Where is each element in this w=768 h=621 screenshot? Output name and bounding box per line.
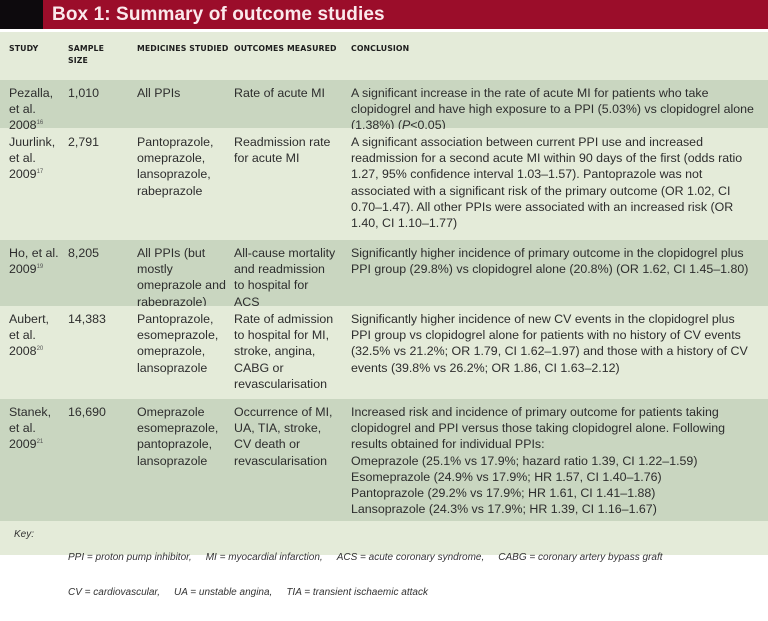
table-row: Pezalla, et al. 200816 1,010 All PPIs Ra…	[0, 80, 768, 132]
title-black-block	[0, 0, 43, 29]
study-cell: Pezalla, et al. 200816	[9, 86, 54, 133]
key-item: MI = myocardial infarction,	[205, 552, 323, 563]
outcomes-cell: Occurrence of MI, UA, TIA, stroke, CV de…	[234, 405, 333, 468]
table-row: Aubert, et al. 200820 14,383 Pantoprazol…	[0, 306, 768, 399]
key-item: PPI = proton pump inhibitor,	[68, 552, 192, 563]
key-item: TIA = transient ischaemic attack	[286, 586, 428, 598]
header-study: STUDY	[9, 44, 39, 53]
header-conclusion: CONCLUSION	[351, 44, 410, 53]
sample-size-cell: 16,690	[68, 405, 106, 419]
key-definitions: PPI = proton pump inhibitor, MI = myocard…	[68, 529, 677, 621]
header-outcomes-measured: OUTCOMES MEASURED	[234, 44, 337, 53]
box-title-bar: Box 1: Summary of outcome studies	[0, 0, 768, 29]
table-header-row: STUDY SAMPLE SIZE MEDICINES STUDIED OUTC…	[0, 32, 768, 80]
medicines-cell: Omeprazole esomeprazole, pantoprazole, l…	[137, 405, 219, 468]
reference-number: 16	[36, 120, 44, 127]
outcomes-cell: Readmission rate for acute MI	[234, 135, 331, 166]
table-row: Juurlink, et al. 200917 2,791 Pantoprazo…	[0, 129, 768, 240]
key-item: ACS = acute coronary syndrome,	[336, 552, 485, 563]
outcome-studies-table: STUDY SAMPLE SIZE MEDICINES STUDIED OUTC…	[0, 32, 768, 598]
table-row: Ho, et al. 200919 8,205 All PPIs (but mo…	[0, 240, 768, 309]
reference-number: 20	[36, 346, 44, 353]
sample-size-cell: 2,791	[68, 135, 100, 149]
conclusion-cell: Significantly higher incidence of primar…	[351, 246, 749, 277]
sample-size-cell: 1,010	[68, 86, 100, 100]
reference-number: 17	[36, 169, 44, 176]
table-key: Key: PPI = proton pump inhibitor, MI = my…	[0, 521, 768, 598]
conclusion-cell: Significantly higher incidence of new CV…	[351, 312, 748, 375]
key-label: Key:	[14, 529, 35, 540]
study-cell: Stanek, et al. 200921	[9, 405, 52, 452]
header-sample-size: SAMPLE SIZE	[68, 44, 105, 65]
box-title: Box 1: Summary of outcome studies	[43, 0, 768, 29]
table-row: Stanek, et al. 200921 16,690 Omeprazole …	[0, 399, 768, 521]
medicines-cell: All PPIs (but mostly omeprazole and rabe…	[137, 246, 226, 309]
sample-size-cell: 14,383	[68, 312, 106, 326]
study-cell: Juurlink, et al. 200917	[9, 135, 56, 182]
outcomes-cell: Rate of acute MI	[234, 86, 325, 100]
study-cell: Aubert, et al. 200820	[9, 312, 49, 359]
key-item: CABG = coronary artery bypass graft	[498, 552, 663, 563]
key-item: UA = unstable angina,	[174, 586, 273, 598]
medicines-cell: All PPIs	[137, 86, 181, 100]
outcomes-cell: All-cause mortality and readmission to h…	[234, 246, 336, 309]
medicines-cell: Pantoprazole, omeprazole, lansoprazole, …	[137, 135, 214, 198]
medicines-cell: Pantoprazole, esomeprazole, omeprazole, …	[137, 312, 219, 375]
header-medicines-studied: MEDICINES STUDIED	[137, 44, 229, 53]
conclusion-cell: A significant increase in the rate of ac…	[351, 86, 754, 133]
outcomes-cell: Rate of admission to hospital for MI, st…	[234, 312, 334, 391]
conclusion-cell: A significant association between curren…	[351, 135, 743, 231]
reference-number: 19	[36, 264, 44, 271]
reference-number: 21	[36, 439, 44, 446]
sample-size-cell: 8,205	[68, 246, 100, 260]
conclusion-cell: Increased risk and incidence of primary …	[351, 405, 726, 517]
key-item: CV = cardiovascular,	[68, 586, 160, 598]
study-cell: Ho, et al. 200919	[9, 246, 59, 277]
